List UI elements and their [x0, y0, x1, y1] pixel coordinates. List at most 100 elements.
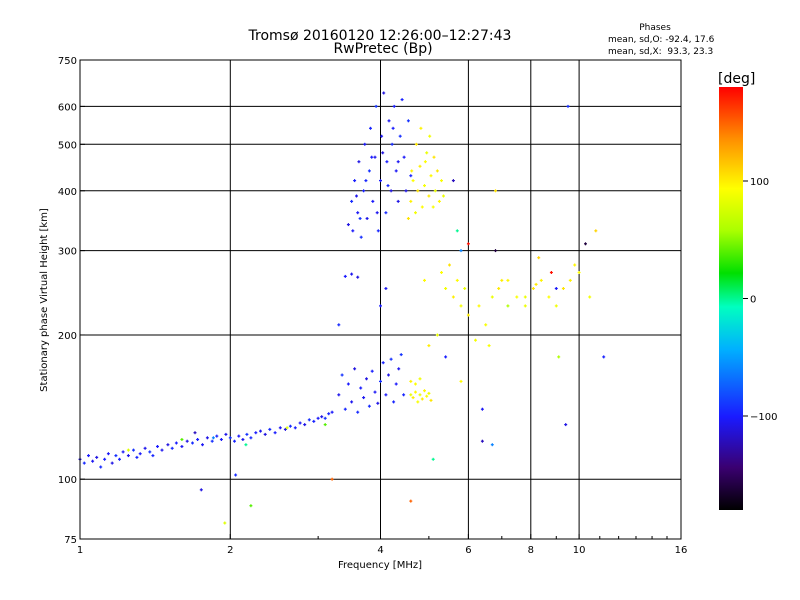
colorbar-unit: [deg]: [718, 71, 755, 87]
x-axis: 1 2 4 6 8 10 16: [77, 534, 688, 556]
y-axis: 75 100 200 300 400 500 600 750: [58, 56, 85, 546]
echo-point: [429, 174, 433, 178]
echo-point: [539, 278, 543, 282]
echo-point: [394, 169, 398, 173]
echo-point: [414, 382, 417, 386]
echo-point: [474, 338, 477, 342]
echo-point: [399, 353, 403, 357]
echo-point: [106, 452, 110, 456]
echo-point: [409, 393, 413, 397]
echo-point: [419, 126, 423, 130]
echo-point: [143, 446, 147, 450]
echo-point: [414, 142, 418, 146]
echo-point: [466, 313, 470, 317]
echo-point: [254, 431, 258, 435]
stats-o-line: mean, sd,O: -92.4, 17.6: [608, 35, 715, 45]
echo-point: [390, 142, 394, 146]
echo-point: [364, 179, 368, 183]
echo-point: [577, 271, 581, 274]
echo-point: [384, 287, 388, 290]
echo-point: [484, 323, 488, 327]
echo-point: [418, 377, 422, 381]
echo-point: [425, 151, 429, 155]
echo-point: [420, 205, 424, 209]
colorbar-ticks: 100 0 −100: [743, 177, 777, 423]
echo-point: [477, 304, 481, 308]
echo-point: [376, 229, 380, 233]
echo-point: [156, 445, 159, 448]
echo-point: [487, 344, 491, 348]
echo-point: [381, 361, 385, 365]
echo-point: [387, 373, 390, 377]
echo-point: [594, 229, 598, 233]
echo-point: [160, 448, 164, 452]
echo-point: [241, 438, 245, 441]
echo-point: [427, 194, 431, 198]
echo-point: [359, 386, 363, 390]
echo-point: [356, 211, 360, 215]
echo-point: [249, 436, 253, 440]
echo-point: [402, 155, 406, 159]
echo-point: [357, 160, 361, 164]
echo-point: [367, 169, 371, 173]
echo-point: [87, 454, 90, 458]
echo-point: [327, 412, 331, 416]
echo-point: [148, 450, 152, 454]
echo-point: [371, 199, 375, 203]
echo-point: [423, 389, 426, 393]
echo-point: [193, 431, 197, 435]
echo-point: [431, 205, 435, 209]
echo-point: [288, 424, 292, 428]
y-tick-label: 500: [58, 140, 77, 151]
echo-point: [373, 155, 377, 159]
echo-point: [410, 169, 414, 173]
echo-point: [566, 104, 570, 108]
echo-point: [523, 295, 527, 299]
echo-point: [451, 179, 455, 183]
echo-point: [396, 199, 400, 203]
echo-point: [406, 217, 410, 220]
echo-point: [396, 160, 400, 164]
echo-point: [497, 287, 501, 290]
echo-point: [362, 189, 366, 193]
echo-point: [138, 452, 142, 456]
echo-point: [392, 104, 396, 108]
echo-point: [466, 242, 470, 246]
y-axis-label: Stationary phase Virtual Height [km]: [39, 208, 50, 392]
x-tick-label: 16: [675, 545, 688, 556]
echo-point: [411, 396, 415, 400]
y-tick-label: 200: [58, 331, 77, 342]
echo-point: [387, 119, 391, 123]
echo-point: [414, 390, 417, 394]
echo-point: [337, 323, 341, 327]
echo-point: [490, 295, 494, 299]
echo-point: [459, 304, 463, 308]
stats-heading: Phases: [639, 23, 671, 33]
echo-point: [323, 423, 327, 427]
y-tick-label: 600: [58, 102, 77, 113]
echo-point: [416, 400, 420, 404]
echo-point: [268, 427, 272, 431]
echo-point: [381, 151, 385, 155]
echo-point: [180, 438, 184, 441]
echo-point: [584, 242, 587, 246]
echo-point: [362, 396, 366, 400]
echo-point: [307, 418, 311, 422]
echo-point: [337, 393, 341, 397]
echo-point: [404, 189, 408, 193]
echo-point: [320, 415, 324, 419]
echo-points: [78, 91, 606, 525]
echo-point: [126, 454, 130, 458]
echo-point: [358, 217, 362, 220]
echo-point: [459, 249, 463, 253]
echo-point: [201, 443, 204, 447]
echo-point: [431, 457, 435, 461]
echo-point: [249, 504, 253, 508]
echo-point: [205, 436, 209, 440]
colorbar-tick-label: 100: [750, 177, 769, 188]
echo-point: [435, 169, 439, 173]
echo-point: [557, 355, 561, 359]
echo-point: [391, 126, 395, 130]
echo-point: [170, 446, 174, 450]
x-tick-label: 6: [465, 545, 471, 556]
